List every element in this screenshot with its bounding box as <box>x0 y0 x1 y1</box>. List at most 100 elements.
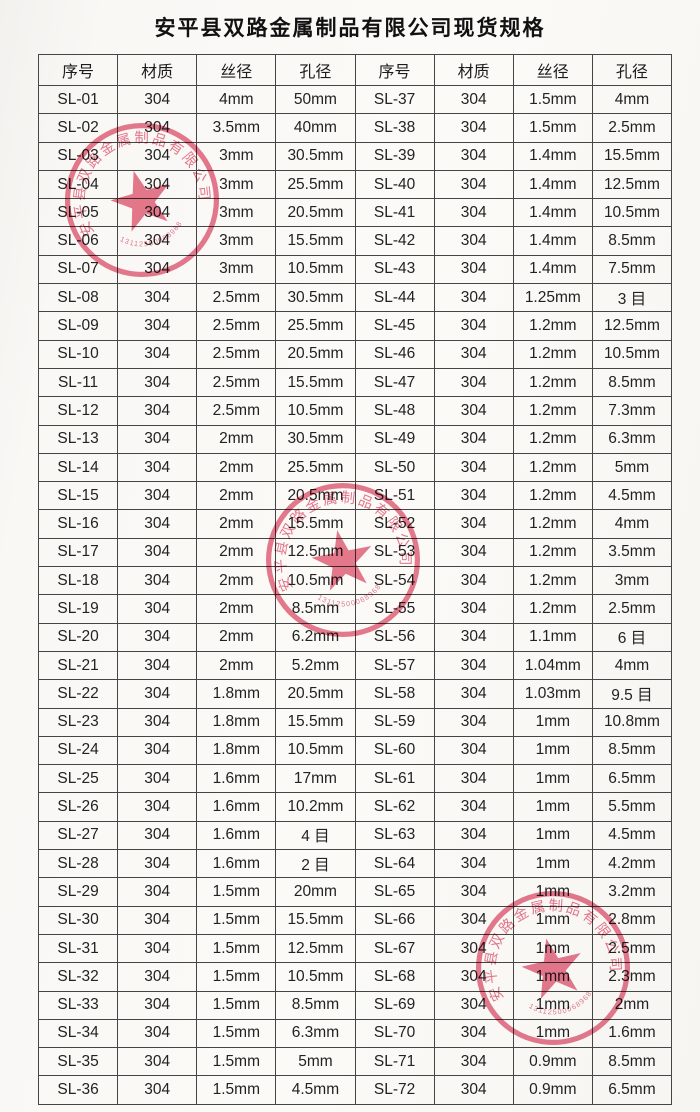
wire-diameter-cell: 2mm <box>196 509 277 539</box>
serial-cell: SL-68 <box>354 962 435 992</box>
wire-diameter-cell: 1.5mm <box>512 84 593 115</box>
hole-diameter-cell: 3.2mm <box>591 877 673 907</box>
serial-cell: SL-36 <box>37 1075 119 1105</box>
hole-diameter-cell: 10.5mm <box>275 396 356 426</box>
table-row: SL-28 304 1.6mm 2 目 SL-64 304 1mm 4.2mm <box>37 849 673 879</box>
wire-diameter-cell: 3.5mm <box>196 113 277 143</box>
serial-cell: SL-21 <box>37 650 119 681</box>
serial-cell: SL-03 <box>37 141 119 171</box>
wire-diameter-cell: 1.8mm <box>196 707 277 737</box>
hole-diameter-cell: 10.5mm <box>275 735 356 766</box>
wire-diameter-cell: 1mm <box>512 764 593 794</box>
hole-diameter-cell: 8.5mm <box>591 735 673 766</box>
wire-diameter-cell: 1.6mm <box>196 764 277 794</box>
spec-table: 序号 材质 丝径 孔径 序号 材质 丝径 孔径 SL-01 304 4mm 50mm S… <box>37 54 673 1105</box>
serial-cell: SL-06 <box>37 226 119 256</box>
wire-diameter-cell: 1.2mm <box>512 481 593 511</box>
serial-cell: SL-54 <box>354 566 435 596</box>
hole-diameter-cell: 10.5mm <box>275 962 356 992</box>
serial-cell: SL-46 <box>354 339 435 369</box>
wire-diameter-cell: 2mm <box>196 481 277 511</box>
wire-diameter-cell: 1mm <box>512 877 593 907</box>
hole-diameter-cell: 40mm <box>275 113 356 143</box>
hole-diameter-cell: 2.5mm <box>591 113 673 143</box>
serial-cell: SL-07 <box>37 254 119 285</box>
table-row: SL-21 304 2mm 5.2mm SL-57 304 1.04mm 4mm <box>37 650 673 681</box>
hole-diameter-cell: 6.3mm <box>591 424 673 454</box>
hole-diameter-cell: 8.5mm <box>275 990 356 1020</box>
col-header-hole-left: 孔径 <box>275 54 356 86</box>
material-cell: 304 <box>117 1047 198 1077</box>
serial-cell: SL-15 <box>37 481 119 511</box>
wire-diameter-cell: 2.5mm <box>196 283 277 313</box>
material-cell: 304 <box>117 198 198 228</box>
wire-diameter-cell: 1mm <box>512 905 593 935</box>
hole-diameter-cell: 25.5mm <box>275 169 356 200</box>
serial-cell: SL-23 <box>37 707 119 737</box>
hole-diameter-cell: 12.5mm <box>591 311 673 341</box>
hole-diameter-cell: 10.5mm <box>275 254 356 285</box>
hole-diameter-cell: 50mm <box>275 84 356 115</box>
hole-diameter-cell: 30.5mm <box>275 141 356 171</box>
wire-diameter-cell: 1.2mm <box>512 452 593 483</box>
material-cell: 304 <box>117 141 198 171</box>
serial-cell: SL-10 <box>37 339 119 369</box>
material-cell: 304 <box>433 311 514 341</box>
col-header-material-left: 材质 <box>117 54 198 86</box>
material-cell: 304 <box>117 311 198 341</box>
wire-diameter-cell: 1.03mm <box>512 679 593 709</box>
header-row: 序号 材质 丝径 孔径 序号 材质 丝径 孔径 <box>37 54 673 86</box>
table-row: SL-11 304 2.5mm 15.5mm SL-47 304 1.2mm 8.5mm <box>37 367 673 398</box>
wire-diameter-cell: 1.2mm <box>512 537 593 568</box>
hole-diameter-cell: 3.5mm <box>591 537 673 568</box>
material-cell: 304 <box>433 509 514 539</box>
material-cell: 304 <box>433 877 514 907</box>
hole-diameter-cell: 17mm <box>275 764 356 794</box>
material-cell: 304 <box>433 339 514 369</box>
table-row: SL-15 304 2mm 20.5mm SL-51 304 1.2mm 4.5mm <box>37 481 673 511</box>
serial-cell: SL-08 <box>37 283 119 313</box>
serial-cell: SL-25 <box>37 764 119 794</box>
wire-diameter-cell: 1.4mm <box>512 198 593 228</box>
table-row: SL-01 304 4mm 50mm SL-37 304 1.5mm 4mm <box>37 84 673 115</box>
material-cell: 304 <box>433 905 514 935</box>
material-cell: 304 <box>433 226 514 256</box>
serial-cell: SL-17 <box>37 537 119 568</box>
serial-cell: SL-61 <box>354 764 435 794</box>
wire-diameter-cell: 1mm <box>512 735 593 766</box>
col-header-wire-left: 丝径 <box>196 54 277 86</box>
hole-diameter-cell: 8.5mm <box>591 226 673 256</box>
serial-cell: SL-41 <box>354 198 435 228</box>
material-cell: 304 <box>117 622 198 652</box>
table-row: SL-25 304 1.6mm 17mm SL-61 304 1mm 6.5mm <box>37 764 673 794</box>
wire-diameter-cell: 1.1mm <box>512 622 593 652</box>
wire-diameter-cell: 1.4mm <box>512 226 593 256</box>
wire-diameter-cell: 1mm <box>512 707 593 737</box>
hole-diameter-cell: 4mm <box>591 650 673 681</box>
material-cell: 304 <box>117 481 198 511</box>
hole-diameter-cell: 5mm <box>591 452 673 483</box>
table-row: SL-16 304 2mm 15.5mm SL-52 304 1.2mm 4mm <box>37 509 673 539</box>
table-row: SL-12 304 2.5mm 10.5mm SL-48 304 1.2mm 7.3mm <box>37 396 673 426</box>
material-cell: 304 <box>117 707 198 737</box>
table-row: SL-18 304 2mm 10.5mm SL-54 304 1.2mm 3mm <box>37 566 673 596</box>
wire-diameter-cell: 1.5mm <box>196 905 277 935</box>
table-row: SL-22 304 1.8mm 20.5mm SL-58 304 1.03mm 9.5 目 <box>37 679 673 709</box>
material-cell: 304 <box>117 396 198 426</box>
hole-diameter-cell: 10.2mm <box>275 792 356 822</box>
wire-diameter-cell: 3mm <box>196 226 277 256</box>
serial-cell: SL-51 <box>354 481 435 511</box>
material-cell: 304 <box>433 594 514 624</box>
hole-diameter-cell: 4.5mm <box>275 1075 356 1105</box>
serial-cell: SL-53 <box>354 537 435 568</box>
material-cell: 304 <box>433 1075 514 1105</box>
serial-cell: SL-55 <box>354 594 435 624</box>
material-cell: 304 <box>117 962 198 992</box>
serial-cell: SL-24 <box>37 735 119 766</box>
wire-diameter-cell: 1.04mm <box>512 650 593 681</box>
serial-cell: SL-11 <box>37 367 119 398</box>
material-cell: 304 <box>433 169 514 200</box>
material-cell: 304 <box>117 537 198 568</box>
serial-cell: SL-59 <box>354 707 435 737</box>
serial-cell: SL-69 <box>354 990 435 1020</box>
